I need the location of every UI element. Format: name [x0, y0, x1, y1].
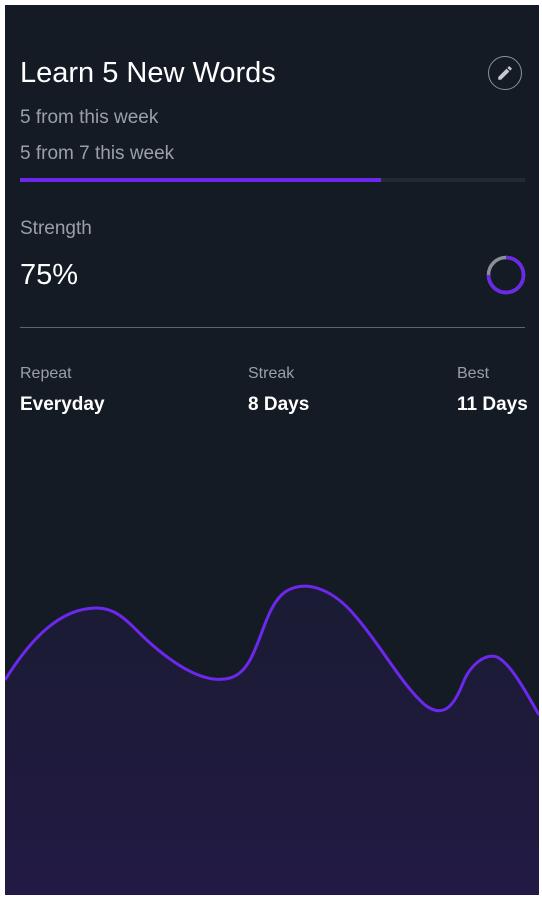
strength-ring-icon [486, 255, 526, 295]
divider [20, 327, 525, 328]
goal-card: Learn 5 New Words 5 from this week 5 fro… [5, 5, 539, 895]
strength-ring-arc [486, 255, 526, 295]
edit-button[interactable] [488, 56, 522, 90]
weekly-progress-fill [20, 178, 381, 182]
strength-label: Strength [20, 218, 92, 239]
activity-wave-area [5, 586, 539, 895]
weekly-progress-bar [20, 178, 525, 182]
pencil-icon [498, 66, 512, 80]
activity-wave-line [5, 584, 539, 716]
strength-value: 75% [20, 259, 79, 291]
streak-label: Streak [248, 365, 295, 382]
best-value: 11 Days [457, 394, 528, 415]
repeat-label: Repeat [20, 365, 72, 382]
goal-title: Learn 5 New Words [20, 57, 276, 89]
streak-value: 8 Days [248, 394, 310, 415]
week-subtitle: 5 from this week [20, 107, 159, 128]
best-label: Best [457, 365, 490, 382]
repeat-value: Everyday [20, 394, 105, 415]
progress-subtitle: 5 from 7 this week [20, 143, 175, 164]
activity-wave [5, 584, 539, 895]
